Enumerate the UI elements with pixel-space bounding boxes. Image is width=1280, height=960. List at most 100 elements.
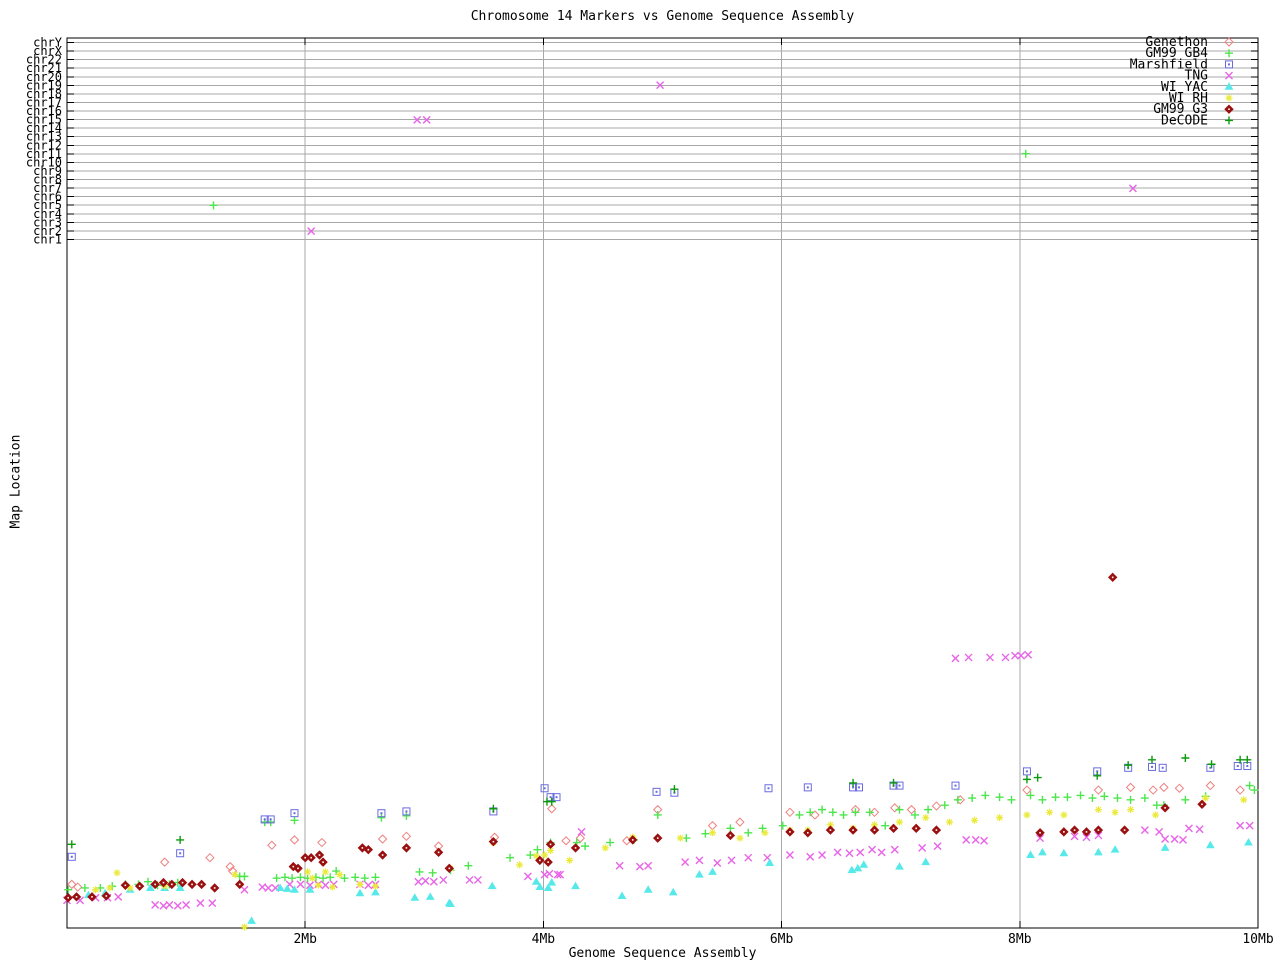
marker-tng	[980, 836, 989, 845]
marker-tng	[264, 883, 273, 892]
marker-marshfield-dot	[806, 786, 809, 789]
marker-wi-rh	[1023, 811, 1031, 819]
marker-wi-yac	[895, 862, 904, 870]
marker-tng	[465, 875, 474, 884]
marker-wi-yac	[1110, 845, 1120, 853]
marker-wi-rh	[356, 880, 364, 888]
marker-genethon	[267, 840, 277, 850]
marker-wi-yac	[1160, 843, 1170, 851]
marker-tng	[1155, 827, 1164, 836]
marker-wi-yac	[275, 883, 285, 891]
marker-tng	[413, 115, 422, 124]
marker-wi-yac	[247, 916, 256, 924]
marker-marshfield	[67, 852, 76, 861]
marker-tng	[681, 858, 690, 867]
marker-gm99-gb4	[80, 883, 89, 892]
marker-genethon	[810, 810, 820, 820]
marker-wi-rh	[532, 852, 540, 860]
marker-wi-yac	[1026, 850, 1035, 859]
marker-marshfield-dot	[70, 855, 73, 858]
marker-gm99-gb4	[1113, 794, 1122, 803]
marker-wi-yac	[290, 885, 299, 893]
marker-marshfield-dot	[269, 818, 272, 821]
marker-wi-yac	[1244, 838, 1253, 846]
marker-gm99-gb4	[1088, 794, 1097, 803]
marker-tng	[727, 856, 736, 865]
marker-marshfield-dot	[293, 812, 296, 815]
marker-genethon	[1148, 785, 1158, 795]
marker-tng	[986, 653, 995, 662]
marker-genethon	[1235, 785, 1245, 795]
marker-tng	[962, 835, 971, 844]
marker-marshfield	[895, 781, 904, 790]
marker-gm99-gb4	[701, 829, 710, 838]
marker-tng	[307, 227, 316, 236]
marker-gm99-g3-dot	[318, 854, 321, 856]
chromosome-label: chr5	[33, 198, 62, 212]
marker-decode	[547, 797, 556, 806]
marker-tng	[964, 653, 973, 662]
marker-tng	[615, 861, 624, 870]
marker-tng	[165, 900, 174, 909]
marker-gm99-gb4	[851, 808, 860, 817]
marker-gm99-gb4	[806, 808, 815, 817]
marker-tng	[1011, 651, 1020, 660]
marker-gm99-g3-dot	[91, 896, 93, 898]
marker-tng	[806, 852, 815, 861]
marker-genethon	[225, 861, 235, 872]
x-tick-label: 10Mb	[1242, 932, 1273, 947]
marker-wi-rh	[231, 871, 239, 879]
marker-gm99-gb4	[464, 861, 473, 870]
marker-tng	[196, 899, 205, 908]
marker-gm99-gb4	[340, 874, 349, 883]
marker-gm99-gb4	[506, 853, 515, 862]
marker-gm99-g3-dot	[154, 883, 156, 886]
marker-marshfield	[546, 793, 555, 802]
marker-tng	[845, 849, 854, 858]
marker-marshfield-dot	[858, 786, 861, 789]
marker-genethon	[205, 852, 215, 863]
marker-decode	[889, 778, 898, 787]
marker-tng	[951, 654, 960, 663]
marker-gm99-gb4	[778, 821, 787, 830]
marker-wi-rh	[870, 821, 878, 829]
marker-decode	[1236, 755, 1245, 764]
legend-marker-marshfield	[1225, 60, 1233, 69]
legend-label-marshfield: Marshfield	[1130, 57, 1208, 72]
marker-gm99-gb4	[332, 867, 341, 876]
marker-marshfield-dot	[1151, 765, 1154, 768]
legend-marker-gm99-g3-dot	[1228, 108, 1230, 110]
marker-marshfield-dot	[543, 787, 546, 790]
marker-gm99-g3-dot	[171, 883, 173, 886]
legend-label-wi-yac: WI YAC	[1161, 80, 1208, 95]
marker-wi-yac	[425, 892, 435, 900]
marker-wi-rh	[1046, 808, 1054, 816]
marker-gm99-g3-dot	[181, 881, 184, 884]
marker-wi-yac	[305, 885, 315, 893]
marker-tng	[114, 892, 123, 901]
marker-wi-rh	[314, 881, 322, 889]
marker-decode	[670, 785, 679, 794]
marker-gm99-gb4	[1250, 786, 1259, 795]
marker-gm99-gb4	[280, 873, 289, 882]
marker-tng	[856, 848, 865, 857]
marker-marshfield	[803, 783, 812, 792]
marker-gm99-g3-dot	[892, 827, 895, 830]
marker-genethon	[377, 834, 388, 844]
marker-gm99-gb4	[818, 805, 827, 814]
marker-genethon	[159, 857, 170, 867]
marker-genethon	[317, 837, 327, 848]
marker-wi-yac	[571, 881, 580, 890]
marker-gm99-g3-dot	[631, 839, 634, 841]
chromosome-label: chr4	[33, 207, 62, 221]
chromosome-label: chr15	[26, 113, 62, 127]
x-tick-label: 2Mb	[293, 932, 317, 947]
marker-decode	[176, 835, 185, 844]
chromosome-label: chr8	[33, 173, 62, 187]
marker-decode	[1207, 760, 1216, 769]
marker-wi-yac	[695, 870, 704, 878]
marker-gm99-gb4	[1026, 791, 1035, 800]
chromosome-label: chr1	[33, 232, 62, 246]
marker-tng	[890, 845, 899, 854]
marker-wi-rh	[676, 834, 684, 842]
